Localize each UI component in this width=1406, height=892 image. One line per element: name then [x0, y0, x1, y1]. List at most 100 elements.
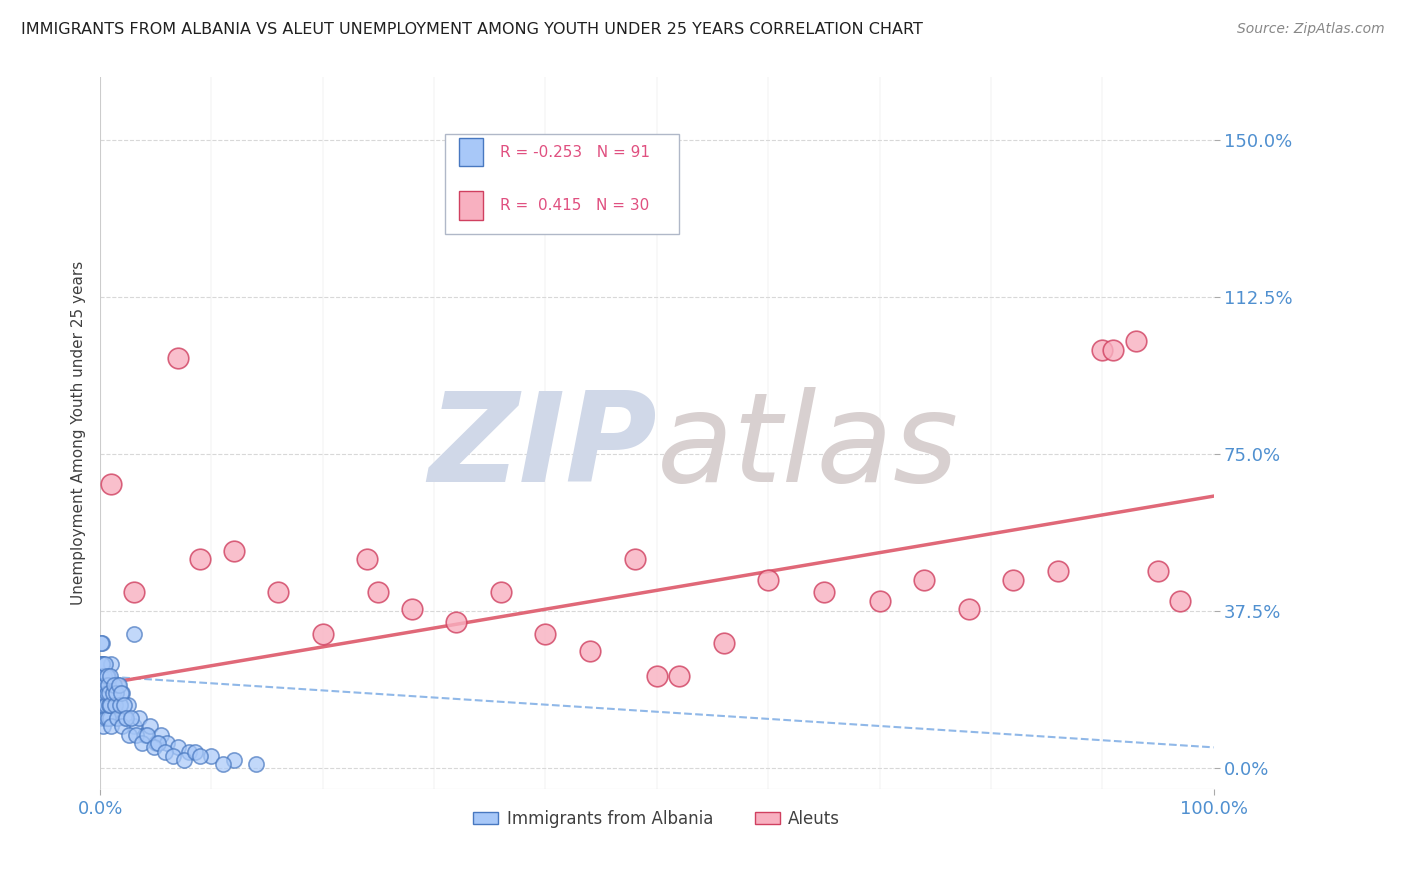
Point [128, 711, 150, 725]
Point [93, 669, 115, 683]
Point [713, 635, 735, 649]
Point [118, 728, 141, 742]
Point [139, 719, 162, 733]
Point [125, 728, 148, 742]
Point [367, 585, 389, 599]
Point [94, 657, 117, 671]
Point [97, 711, 120, 725]
FancyBboxPatch shape [458, 138, 484, 167]
Point [211, 757, 233, 772]
Point [96, 686, 118, 700]
Point [145, 736, 167, 750]
Point [100, 698, 122, 713]
Point [93, 686, 115, 700]
Point [94, 711, 117, 725]
Point [96, 669, 118, 683]
Point [94, 677, 117, 691]
Point [98, 686, 121, 700]
Point [1168, 594, 1191, 608]
Point [356, 552, 378, 566]
Point [110, 686, 132, 700]
Point [1147, 565, 1170, 579]
Point [173, 753, 195, 767]
Point [813, 585, 835, 599]
Text: Source: ZipAtlas.com: Source: ZipAtlas.com [1237, 22, 1385, 37]
Point [90, 669, 112, 683]
Point [534, 627, 557, 641]
Point [90, 635, 112, 649]
Point [162, 748, 184, 763]
Point [645, 669, 668, 683]
Point [167, 740, 190, 755]
Point [105, 711, 128, 725]
Point [100, 719, 122, 733]
Point [107, 677, 129, 691]
Point [90, 686, 112, 700]
Point [91, 635, 114, 649]
Point [98, 711, 121, 725]
Point [105, 686, 128, 700]
Point [112, 698, 135, 713]
Point [105, 711, 128, 725]
Point [93, 677, 115, 691]
Legend: Immigrants from Albania, Aleuts: Immigrants from Albania, Aleuts [467, 803, 846, 834]
Text: ZIP: ZIP [427, 387, 657, 508]
Point [153, 745, 176, 759]
Point [134, 728, 156, 742]
Point [167, 351, 190, 365]
Point [100, 476, 122, 491]
Point [108, 698, 131, 713]
Point [108, 698, 131, 713]
Point [98, 669, 121, 683]
Point [122, 719, 145, 733]
Text: IMMIGRANTS FROM ALBANIA VS ALEUT UNEMPLOYMENT AMONG YOUTH UNDER 25 YEARS CORRELA: IMMIGRANTS FROM ALBANIA VS ALEUT UNEMPLO… [21, 22, 922, 37]
Point [90, 686, 112, 700]
Text: R =  0.415   N = 30: R = 0.415 N = 30 [501, 198, 650, 213]
Point [1091, 343, 1114, 357]
Point [93, 698, 115, 713]
Point [668, 669, 690, 683]
Point [1125, 334, 1147, 349]
Point [146, 736, 169, 750]
Point [91, 719, 114, 733]
Point [312, 627, 335, 641]
Point [91, 698, 114, 713]
Point [245, 757, 267, 772]
Point [97, 698, 120, 713]
Point [91, 677, 114, 691]
Point [122, 627, 145, 641]
Point [117, 698, 139, 713]
Point [97, 669, 120, 683]
Point [107, 677, 129, 691]
Point [101, 686, 124, 700]
Point [93, 686, 115, 700]
Point [103, 677, 125, 691]
Point [579, 644, 602, 658]
Point [104, 686, 127, 700]
FancyBboxPatch shape [446, 135, 679, 234]
Point [131, 736, 153, 750]
Point [96, 677, 118, 691]
Point [103, 677, 125, 691]
Point [446, 615, 468, 629]
Point [94, 698, 117, 713]
Point [267, 585, 290, 599]
Point [97, 677, 120, 691]
Point [401, 602, 423, 616]
Point [179, 745, 201, 759]
Point [94, 669, 117, 683]
Point [114, 711, 136, 725]
Point [135, 728, 157, 742]
Point [104, 698, 127, 713]
Point [1102, 343, 1125, 357]
Point [100, 657, 122, 671]
Point [90, 669, 112, 683]
Point [120, 711, 142, 725]
Point [142, 740, 165, 755]
Point [957, 602, 980, 616]
Point [184, 745, 207, 759]
Point [200, 748, 222, 763]
Point [98, 677, 121, 691]
Point [222, 753, 245, 767]
Point [101, 698, 124, 713]
